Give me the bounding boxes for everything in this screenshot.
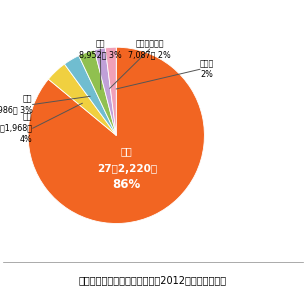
Wedge shape	[105, 47, 116, 135]
Text: 86%: 86%	[113, 178, 141, 191]
Wedge shape	[65, 56, 116, 135]
Wedge shape	[48, 64, 116, 135]
Text: 暴行
1万1,968件
4%: 暴行 1万1,968件 4%	[0, 113, 32, 144]
Text: 傷害
8,952件 3%: 傷害 8,952件 3%	[79, 39, 122, 59]
Wedge shape	[79, 50, 116, 135]
Text: その他
2%: その他 2%	[200, 59, 214, 79]
Text: 27万2,220件: 27万2,220件	[97, 164, 157, 174]
Wedge shape	[28, 47, 204, 223]
Wedge shape	[94, 48, 116, 135]
Text: 窃盗: 窃盗	[121, 146, 133, 156]
Text: 強制わいせつ
7,087件 2%: 強制わいせつ 7,087件 2%	[129, 39, 171, 59]
Text: 罪種別　女性の犯罪被害件数（2012年警察庁調べ）: 罪種別 女性の犯罪被害件数（2012年警察庁調べ）	[79, 275, 227, 285]
Text: 詐欺
1万986件 3%: 詐欺 1万986件 3%	[0, 94, 32, 115]
